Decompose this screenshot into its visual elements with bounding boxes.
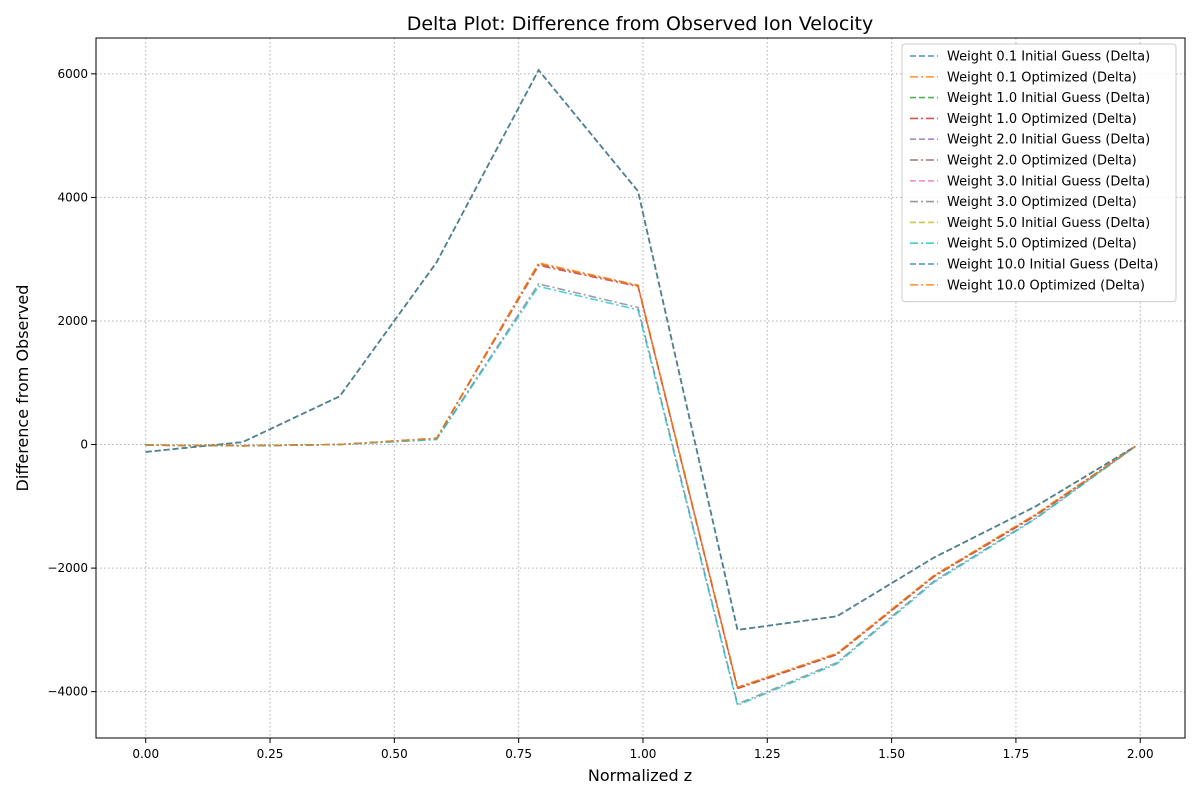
tick-layer: 0.00 0.25 0.50 0.75 1.00 1.25 1.50 1.75 2.00 −400…: [47, 67, 1153, 761]
series-line-11: [145, 68, 1136, 631]
x-axis-label: Normalized z: [588, 766, 692, 785]
x-tick-label: 1.75: [1003, 747, 1030, 761]
legend-label: Weight 5.0 Optimized (Delta): [947, 237, 1137, 252]
legend-label: Weight 1.0 Optimized (Delta): [947, 112, 1137, 127]
y-tick-label: 4000: [57, 190, 88, 204]
legend-label: Weight 1.0 Initial Guess (Delta): [947, 91, 1150, 106]
x-tick-label: 0.25: [257, 747, 284, 761]
legend-label: Weight 2.0 Initial Guess (Delta): [947, 133, 1150, 148]
x-tick-label: 0.00: [132, 747, 159, 761]
x-tick-label: 2.00: [1127, 747, 1154, 761]
legend-label: Weight 3.0 Optimized (Delta): [947, 195, 1137, 210]
legend-box: [901, 43, 1177, 303]
y-tick-label: 2000: [57, 314, 88, 328]
axes-frame: [95, 37, 1186, 739]
legend-label: Weight 10.0 Initial Guess (Delta): [947, 258, 1158, 273]
series-layer: [145, 68, 1136, 707]
x-tick-label: 0.50: [381, 747, 408, 761]
series-line-12: [145, 262, 1136, 689]
chart-title: Delta Plot: Difference from Observed Ion…: [407, 13, 874, 35]
y-tick-label: −2000: [47, 561, 88, 575]
legend-label: Weight 0.1 Initial Guess (Delta): [947, 50, 1150, 65]
legend-label: Weight 0.1 Optimized (Delta): [947, 70, 1137, 85]
legend-label: Weight 2.0 Optimized (Delta): [947, 154, 1137, 169]
y-axis-label: Difference from Observed: [13, 285, 32, 492]
x-tick-label: 1.50: [878, 747, 905, 761]
x-tick-label: 1.00: [630, 747, 657, 761]
x-tick-label: 0.75: [505, 747, 532, 761]
legend: Weight 0.1 Initial Guess (Delta) Weight 0…: [901, 43, 1177, 303]
legend-label: Weight 3.0 Initial Guess (Delta): [947, 174, 1150, 189]
x-tick-label: 1.25: [754, 747, 781, 761]
y-tick-label: 0: [80, 438, 88, 452]
y-tick-label: −4000: [47, 685, 88, 699]
legend-label: Weight 5.0 Initial Guess (Delta): [947, 216, 1150, 231]
y-tick-label: 6000: [57, 67, 88, 81]
legend-label: Weight 10.0 Optimized (Delta): [947, 278, 1145, 293]
